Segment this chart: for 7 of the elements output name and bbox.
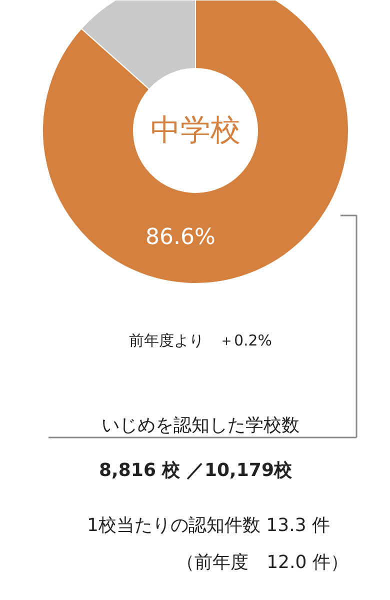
text: 前年度より ＋0.2%	[128, 332, 272, 350]
text: 8,816 校 ／10,179校	[99, 460, 293, 481]
data-label: 86.6%	[146, 225, 216, 250]
text: （前年度 12.0 件）	[176, 552, 348, 573]
text: 中学校	[150, 113, 240, 148]
text: 1校当たりの認知件数 13.3 件	[87, 515, 330, 536]
text: いじめを認知した学校数	[102, 415, 300, 436]
